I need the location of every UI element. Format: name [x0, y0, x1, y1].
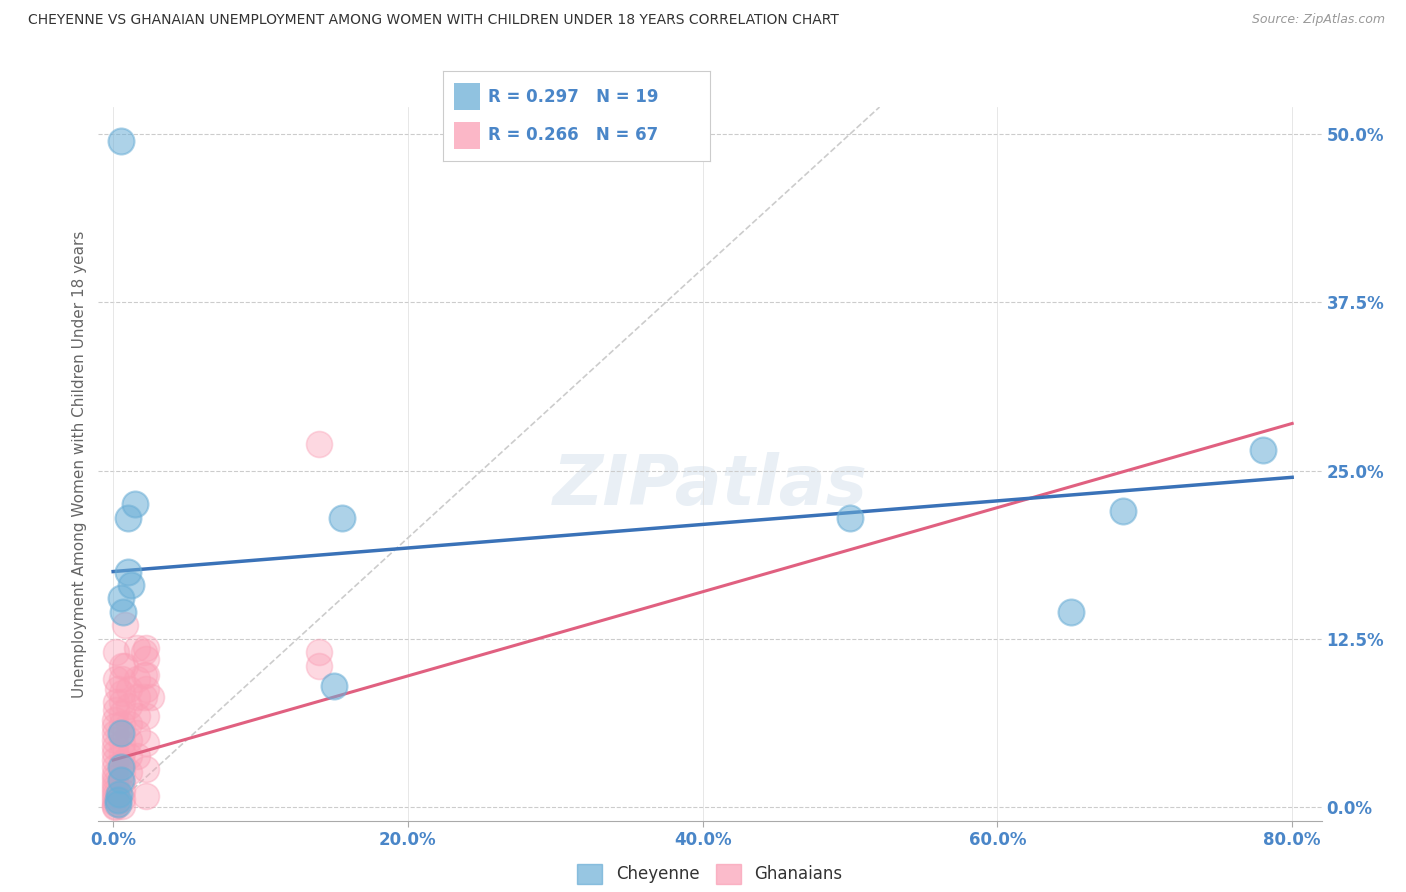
Point: [111, 658, 134, 673]
Point: [135, 763, 157, 777]
Point: [105, 695, 128, 709]
Point: [839, 510, 862, 524]
Point: [104, 726, 127, 740]
Text: R = 0.297   N = 19: R = 0.297 N = 19: [488, 87, 659, 106]
Point: [104, 713, 127, 727]
Point: [110, 773, 132, 788]
Point: [110, 591, 132, 606]
Point: [104, 788, 127, 802]
Point: [111, 784, 134, 798]
Point: [111, 686, 134, 700]
Point: [118, 716, 141, 731]
Point: [107, 793, 129, 807]
Point: [104, 766, 127, 780]
Point: [125, 690, 148, 704]
Point: [111, 735, 134, 749]
Point: [308, 645, 330, 659]
Point: [135, 641, 157, 656]
Point: [125, 708, 148, 723]
Legend: Cheyenne, Ghanaians: Cheyenne, Ghanaians: [571, 857, 849, 891]
Point: [124, 497, 146, 511]
Point: [135, 652, 157, 666]
Text: Source: ZipAtlas.com: Source: ZipAtlas.com: [1251, 13, 1385, 27]
Point: [111, 716, 134, 731]
Point: [104, 760, 127, 774]
Point: [111, 774, 134, 789]
Point: [135, 735, 157, 749]
Point: [323, 679, 346, 693]
Point: [1251, 443, 1274, 458]
Text: R = 0.266   N = 67: R = 0.266 N = 67: [488, 126, 658, 145]
Point: [118, 681, 141, 696]
Text: ZIPatlas: ZIPatlas: [553, 451, 868, 519]
Point: [1060, 605, 1083, 619]
Point: [135, 668, 157, 682]
Point: [125, 673, 148, 687]
Point: [125, 749, 148, 764]
Point: [104, 771, 127, 785]
Point: [104, 753, 127, 767]
Point: [111, 747, 134, 761]
Point: [114, 658, 136, 673]
Point: [111, 673, 134, 687]
Point: [104, 739, 127, 754]
Point: [111, 706, 134, 720]
Bar: [454, 122, 481, 149]
Point: [105, 645, 128, 659]
Point: [135, 681, 157, 696]
Point: [111, 765, 134, 780]
Point: [1111, 504, 1133, 518]
Point: [118, 732, 141, 747]
Text: CHEYENNE VS GHANAIAN UNEMPLOYMENT AMONG WOMEN WITH CHILDREN UNDER 18 YEARS CORRE: CHEYENNE VS GHANAIAN UNEMPLOYMENT AMONG …: [28, 13, 839, 28]
Point: [111, 756, 134, 770]
Point: [108, 787, 131, 801]
Point: [104, 798, 127, 813]
Point: [104, 732, 127, 747]
Point: [111, 726, 134, 740]
Point: [111, 695, 134, 709]
Point: [330, 510, 353, 524]
Point: [104, 776, 127, 790]
Point: [107, 797, 129, 812]
Point: [135, 789, 157, 804]
Point: [104, 719, 127, 733]
Point: [104, 780, 127, 794]
Point: [107, 681, 129, 696]
Point: [105, 703, 128, 717]
Point: [105, 673, 128, 687]
Point: [132, 668, 155, 682]
Point: [104, 747, 127, 761]
Point: [104, 792, 127, 806]
Point: [120, 578, 142, 592]
Point: [308, 658, 330, 673]
Point: [110, 134, 132, 148]
Y-axis label: Unemployment Among Women with Children Under 18 years: Unemployment Among Women with Children U…: [72, 230, 87, 698]
Point: [125, 641, 148, 656]
Point: [117, 510, 139, 524]
Point: [104, 800, 127, 814]
Point: [308, 436, 330, 450]
Point: [132, 690, 155, 704]
Point: [118, 699, 141, 714]
Point: [104, 784, 127, 798]
Point: [112, 605, 135, 619]
Point: [104, 796, 127, 810]
Point: [125, 726, 148, 740]
Point: [111, 792, 134, 806]
Point: [114, 618, 136, 632]
Point: [110, 726, 132, 740]
Point: [132, 645, 155, 659]
Point: [118, 749, 141, 764]
Point: [110, 760, 132, 774]
Point: [117, 565, 139, 579]
Point: [118, 765, 141, 780]
Point: [141, 690, 163, 704]
Point: [135, 708, 157, 723]
Bar: [454, 83, 481, 110]
Point: [111, 798, 134, 813]
